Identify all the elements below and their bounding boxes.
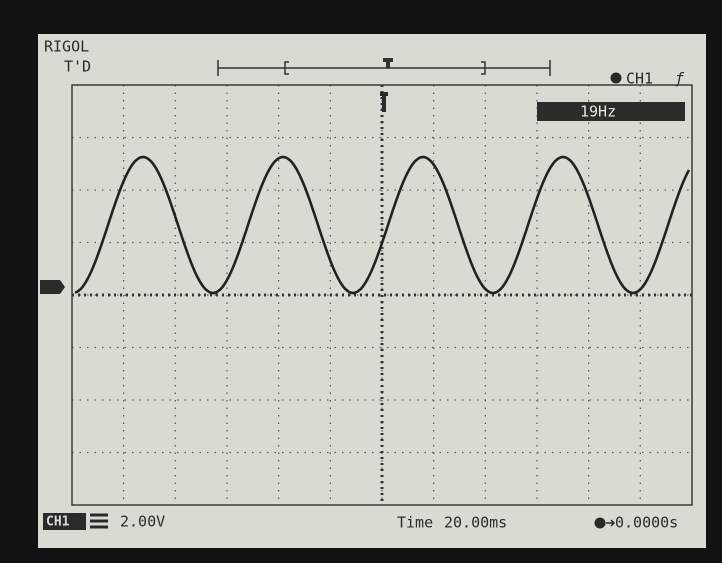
trigger-slope: ƒ xyxy=(675,70,685,88)
window-bracket xyxy=(284,61,486,75)
trigger-offset-icon xyxy=(594,517,606,529)
channel-badge-label: CH1 xyxy=(46,515,70,530)
trigger-offset: 0.0000s xyxy=(615,514,678,532)
measure-box xyxy=(537,102,685,121)
trigger-icon xyxy=(610,72,622,84)
graticule-frame xyxy=(71,84,693,506)
time-per-div: 20.00ms xyxy=(444,514,507,532)
memory-bar xyxy=(217,58,551,76)
time-label: Time xyxy=(397,514,433,532)
trigger-status: T'D xyxy=(64,58,91,76)
offset-arrow xyxy=(606,519,616,527)
channel-ground-marker xyxy=(40,280,65,294)
graticule xyxy=(71,84,693,506)
channel-badge xyxy=(43,513,86,530)
trigger-channel: CH1 xyxy=(626,70,653,88)
volts-per-div: 2.00V xyxy=(120,513,165,531)
trigger-position-marker xyxy=(383,58,393,68)
trigger-time-marker xyxy=(380,92,388,112)
brand: RIGOL xyxy=(44,38,89,56)
waveform-trace xyxy=(74,155,691,295)
frequency-readout: 19Hz xyxy=(580,103,616,121)
coupling-icon xyxy=(90,513,108,529)
